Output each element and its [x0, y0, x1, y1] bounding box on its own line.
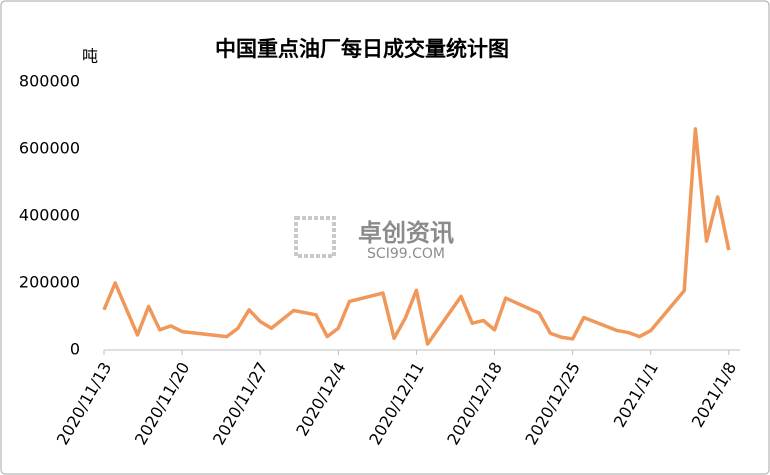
y-tick-label: 400000 [19, 206, 80, 225]
y-tick-label: 600000 [19, 139, 80, 158]
watermark: 卓创资讯 SCI99.COM [294, 216, 454, 262]
y-tick-label: 800000 [19, 72, 80, 91]
line [102, 127, 731, 346]
watermark-icon [294, 216, 336, 258]
chart-title: 中国重点油厂每日成交量统计图 [215, 37, 509, 61]
watermark-text: 卓创资讯 [358, 219, 454, 247]
y-tick-label: 0 [70, 340, 80, 359]
watermark-sub: SCI99.COM [367, 246, 445, 262]
y-axis-label: 吨 [82, 47, 98, 66]
y-tick-label: 200000 [19, 273, 80, 292]
